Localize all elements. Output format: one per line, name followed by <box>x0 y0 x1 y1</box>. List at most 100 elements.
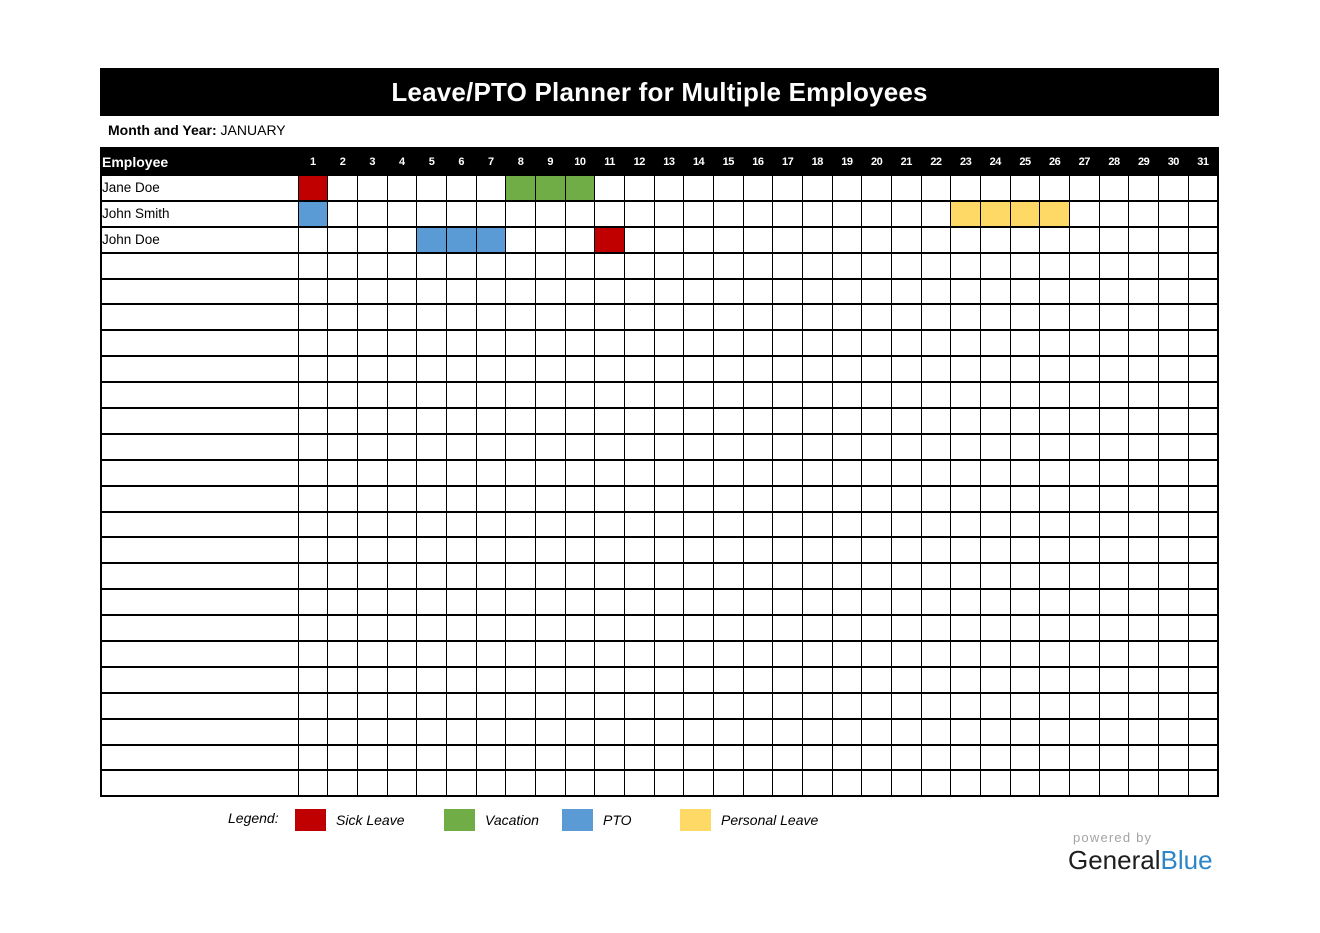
day-cell <box>1068 251 1100 280</box>
day-cell <box>475 614 507 643</box>
legend-item-label: Vacation <box>485 812 539 828</box>
day-column-header: 14 <box>683 147 714 176</box>
day-cell <box>475 432 507 461</box>
day-cell <box>1157 199 1189 228</box>
day-cell <box>861 743 892 772</box>
day-cell <box>979 640 1011 668</box>
day-cell <box>950 717 981 746</box>
day-cell <box>801 251 833 280</box>
day-cell <box>861 510 892 539</box>
day-cell <box>1039 640 1070 668</box>
day-cell <box>1098 769 1130 798</box>
day-cell <box>1157 717 1189 746</box>
day-cell <box>297 717 329 746</box>
day-cell <box>416 717 447 746</box>
day-cell <box>890 381 922 410</box>
day-cell <box>712 251 744 280</box>
day-cell <box>742 355 774 384</box>
day-cell <box>1009 432 1041 461</box>
day-cell <box>772 303 803 332</box>
day-cell <box>1128 510 1159 539</box>
day-cell <box>920 381 952 410</box>
day-cell <box>712 329 744 358</box>
day-cell <box>534 665 566 694</box>
day-cell <box>475 174 507 202</box>
day-cell <box>920 743 952 772</box>
day-cell <box>1039 251 1070 280</box>
day-cell <box>594 691 625 720</box>
day-cell <box>416 484 447 513</box>
generalblue-logo[interactable]: powered by GeneralBlue <box>1068 830 1213 874</box>
day-cell <box>327 614 358 643</box>
day-cell <box>920 432 952 461</box>
day-cell <box>623 536 655 565</box>
day-cell <box>1128 562 1159 591</box>
day-cell <box>1039 174 1070 202</box>
day-cell <box>712 536 744 565</box>
day-cell <box>623 691 655 720</box>
day-cell <box>564 407 596 435</box>
day-cell <box>712 303 744 332</box>
day-cell <box>683 614 714 643</box>
day-cell <box>742 536 774 565</box>
day-cell <box>801 174 833 202</box>
day-cell <box>505 562 536 591</box>
day-cell <box>1157 329 1189 358</box>
day-cell <box>623 458 655 487</box>
day-cell <box>475 743 507 772</box>
day-column-header: 28 <box>1098 147 1130 176</box>
day-cell <box>505 407 536 435</box>
day-cell <box>772 769 803 798</box>
day-cell <box>653 277 685 306</box>
day-cell <box>1039 484 1070 513</box>
day-cell <box>1039 510 1070 539</box>
day-cell <box>386 484 418 513</box>
employee-row: John Doe <box>100 225 1219 254</box>
day-cell <box>831 251 863 280</box>
day-cell <box>1068 640 1100 668</box>
day-cell <box>831 484 863 513</box>
day-cell <box>327 303 358 332</box>
day-cell <box>801 510 833 539</box>
day-cell <box>979 484 1011 513</box>
day-cell <box>386 536 418 565</box>
day-cell <box>505 303 536 332</box>
day-cell <box>653 484 685 513</box>
day-cell <box>683 432 714 461</box>
day-cell <box>979 355 1011 384</box>
empty-name-cell <box>100 277 299 306</box>
day-cell <box>1098 251 1130 280</box>
day-cell <box>861 407 892 435</box>
day-cell <box>564 458 596 487</box>
day-cell <box>1128 174 1159 202</box>
empty-row <box>100 588 1219 617</box>
day-cell <box>683 640 714 668</box>
day-cell <box>831 277 863 306</box>
day-cell <box>475 458 507 487</box>
day-cell <box>950 277 981 306</box>
day-cell <box>534 432 566 461</box>
day-cell <box>327 536 358 565</box>
empty-row <box>100 329 1219 358</box>
day-cell <box>683 225 714 254</box>
day-cell <box>950 769 981 798</box>
day-cell <box>356 743 388 772</box>
day-cell <box>1009 174 1041 202</box>
empty-name-cell <box>100 329 299 358</box>
day-cell <box>416 691 447 720</box>
day-cell <box>386 432 418 461</box>
day-column-header: 9 <box>534 147 566 176</box>
day-cell <box>623 640 655 668</box>
day-cell <box>683 484 714 513</box>
day-column-header: 13 <box>653 147 685 176</box>
day-cell <box>831 665 863 694</box>
day-cell <box>979 562 1011 591</box>
day-cell <box>1068 329 1100 358</box>
day-cell <box>653 665 685 694</box>
day-cell <box>920 355 952 384</box>
day-cell <box>594 432 625 461</box>
day-cell <box>890 303 922 332</box>
day-cell <box>356 199 388 228</box>
day-cell <box>356 407 388 435</box>
day-cell <box>772 562 803 591</box>
